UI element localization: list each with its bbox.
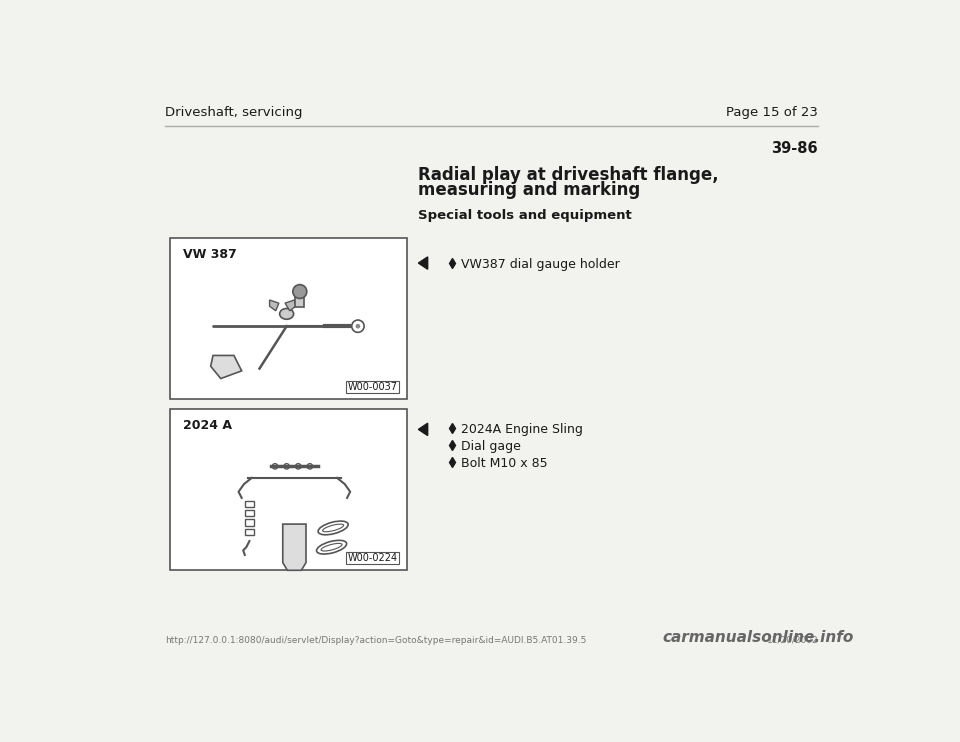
Ellipse shape xyxy=(279,309,294,319)
Text: W00-0037: W00-0037 xyxy=(348,382,397,392)
Polygon shape xyxy=(270,300,278,311)
Text: carmanualsonline.info: carmanualsonline.info xyxy=(662,630,853,645)
Circle shape xyxy=(284,464,289,469)
Text: Radial play at driveshaft flange,: Radial play at driveshaft flange, xyxy=(419,166,719,184)
Text: VW 387: VW 387 xyxy=(182,249,236,261)
Polygon shape xyxy=(210,355,242,378)
Bar xyxy=(347,552,399,564)
Bar xyxy=(245,529,254,535)
Text: VW387 dial gauge holder: VW387 dial gauge holder xyxy=(461,258,620,272)
Bar xyxy=(245,519,254,525)
Bar xyxy=(347,381,399,393)
Circle shape xyxy=(273,464,277,469)
Bar xyxy=(245,510,254,516)
Polygon shape xyxy=(419,257,427,269)
Text: 11/20/2002: 11/20/2002 xyxy=(767,636,819,645)
Ellipse shape xyxy=(323,524,344,532)
Circle shape xyxy=(355,324,360,329)
Polygon shape xyxy=(283,524,306,571)
Ellipse shape xyxy=(318,521,348,535)
Circle shape xyxy=(293,285,307,298)
Text: 2024A Engine Sling: 2024A Engine Sling xyxy=(461,423,583,436)
Text: W00-0224: W00-0224 xyxy=(348,553,397,563)
Bar xyxy=(170,237,407,399)
Text: http://127.0.0.1:8080/audi/servlet/Display?action=Goto&type=repair&id=AUDI.B5.AT: http://127.0.0.1:8080/audi/servlet/Displ… xyxy=(165,636,587,645)
Circle shape xyxy=(296,464,301,469)
Text: Dial gage: Dial gage xyxy=(461,440,521,453)
Bar xyxy=(170,409,407,571)
Text: 2024 A: 2024 A xyxy=(182,419,231,433)
Text: Bolt M10 x 85: Bolt M10 x 85 xyxy=(461,457,547,470)
Ellipse shape xyxy=(321,543,342,551)
Text: 39-86: 39-86 xyxy=(771,142,818,157)
Text: Driveshaft, servicing: Driveshaft, servicing xyxy=(165,106,302,119)
Text: measuring and marking: measuring and marking xyxy=(419,182,640,200)
Polygon shape xyxy=(419,423,427,436)
Polygon shape xyxy=(285,300,296,311)
Text: Page 15 of 23: Page 15 of 23 xyxy=(726,106,818,119)
Circle shape xyxy=(351,320,364,332)
Bar xyxy=(245,501,254,507)
Bar xyxy=(295,292,304,307)
Ellipse shape xyxy=(317,540,347,554)
Text: Special tools and equipment: Special tools and equipment xyxy=(419,209,632,222)
Circle shape xyxy=(307,464,313,469)
